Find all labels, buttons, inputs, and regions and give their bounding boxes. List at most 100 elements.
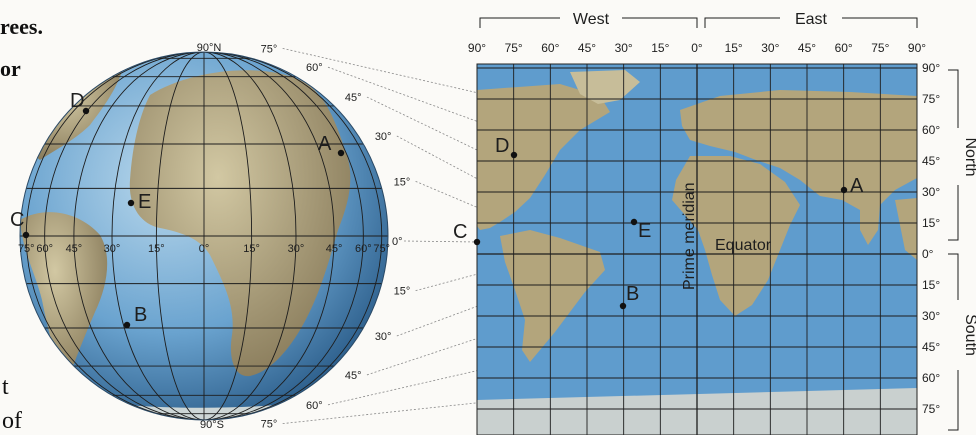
- map-lat-label: 45°: [922, 340, 940, 354]
- map-lat-label: 75°: [922, 402, 940, 416]
- globe-meridian: [203, 52, 364, 420]
- map-point-d-marker: [510, 151, 518, 159]
- map-lon-label: 0°: [691, 41, 703, 55]
- globe-lon-label: 45°: [326, 243, 343, 255]
- globe-point-b-label: B: [134, 304, 147, 326]
- north-south-brackets: [948, 69, 959, 431]
- globe-lon-label: 30°: [104, 243, 121, 255]
- globe-lon-label: 75°: [373, 243, 390, 255]
- map-lat-label: 30°: [922, 185, 940, 199]
- page-text-fragment: rees.: [0, 14, 43, 39]
- globe-meridian: [111, 52, 205, 420]
- globe-lat-label: 15°: [394, 286, 411, 298]
- globe-meridian: [155, 52, 205, 420]
- hemisphere-brackets: [479, 17, 918, 28]
- globe-latitude-labels: 75°60°45°30°15°15°30°45°60°75°0°: [261, 43, 411, 430]
- globe-lon-label: 30°: [288, 243, 305, 255]
- map-lat-label: 45°: [922, 154, 940, 168]
- map-point-a-marker: [840, 186, 848, 194]
- map-frame: [476, 63, 918, 435]
- globe-point-c-marker: [22, 231, 30, 239]
- globe-lon-label: 15°: [148, 243, 165, 255]
- west-label: West: [573, 11, 610, 28]
- globe-equator-label: 0°: [392, 236, 403, 248]
- map-lon-label: 90°: [908, 41, 926, 55]
- globe-lat-label: 30°: [375, 131, 392, 143]
- map-longitude-labels: 90° 75° 60° 45° 30° 15° 0° 15° 30° 45° 60° 75° 90°: [468, 41, 926, 55]
- east-label: East: [795, 11, 828, 28]
- flat-map: [476, 63, 918, 435]
- map-lat-label: 60°: [922, 123, 940, 137]
- map-lon-label: 60°: [835, 41, 853, 55]
- map-lat-label: 0°: [922, 247, 934, 261]
- globe-lat-label: 15°: [394, 176, 411, 188]
- map-latitude-labels: 90° 75° 60° 45° 30° 15° 0° 15° 30° 45° 60° 75° 90°: [922, 61, 940, 435]
- map-lon-label: 30°: [761, 41, 779, 55]
- page-text-fragment: of: [2, 408, 22, 434]
- map-lon-label: 15°: [651, 41, 669, 55]
- globe-lon-label: 0°: [199, 243, 210, 255]
- globe-lat-label: 45°: [345, 370, 362, 382]
- map-lon-label: 60°: [541, 41, 559, 55]
- map-lon-label: 30°: [615, 41, 633, 55]
- map-lon-label: 75°: [505, 41, 523, 55]
- globe-lat-label: 60°: [306, 62, 323, 74]
- map-lat-label: 30°: [922, 309, 940, 323]
- map-lon-label: 75°: [871, 41, 889, 55]
- globe: [19, 51, 389, 421]
- globe-graticule: [20, 52, 388, 420]
- globe-landmasses: [20, 60, 360, 420]
- leader-lines: [282, 48, 478, 424]
- map-points: A B C D E: [453, 135, 864, 310]
- globe-meridian: [203, 52, 297, 420]
- north-label: North: [962, 137, 976, 176]
- north-pole-label: 90°N: [197, 42, 222, 54]
- globe-points: A B C D E: [10, 90, 345, 329]
- map-lat-label: 60°: [922, 371, 940, 385]
- map-point-c-marker: [473, 238, 481, 246]
- map-point-b-marker: [619, 302, 627, 310]
- globe-lon-label: 60°: [36, 243, 53, 255]
- globe-point-a-label: A: [318, 133, 332, 155]
- map-lon-label: 45°: [578, 41, 596, 55]
- globe-lon-label: 60°: [355, 243, 372, 255]
- globe-meridian: [203, 52, 335, 420]
- globe-longitude-labels: 75° 60° 45° 30° 15° 0° 15° 30° 45° 60° 75°: [18, 243, 390, 255]
- equator-label: Equator: [715, 237, 772, 254]
- globe-point-e-marker: [127, 199, 135, 207]
- prime-meridian-label: Prime meridian: [681, 182, 698, 290]
- globe-outline: [19, 51, 389, 421]
- globe-point-e-label: E: [138, 191, 151, 213]
- globe-point-b-marker: [123, 321, 131, 329]
- south-label: South: [962, 314, 976, 356]
- map-lon-label: 45°: [798, 41, 816, 55]
- map-point-d-label: D: [495, 135, 509, 157]
- map-lon-label: 15°: [725, 41, 743, 55]
- map-point-e-marker: [630, 218, 638, 226]
- map-lat-label: 90°: [922, 61, 940, 75]
- globe-lon-label: 75°: [18, 243, 35, 255]
- map-point-b-label: B: [626, 283, 639, 305]
- globe-lat-label: 30°: [375, 331, 392, 343]
- globe-lon-label: 45°: [66, 243, 83, 255]
- page-text-fragment: t: [2, 374, 9, 400]
- globe-meridian: [203, 52, 383, 420]
- globe-lat-label: 60°: [306, 400, 323, 412]
- globe-point-d-label: D: [70, 90, 84, 112]
- south-pole-label: 90°S: [200, 419, 224, 431]
- map-point-c-label: C: [453, 221, 467, 243]
- page-text-fragment: or: [0, 56, 21, 81]
- map-lat-label: 90°: [922, 433, 940, 435]
- globe-lon-label: 15°: [243, 243, 260, 255]
- map-lat-label: 15°: [922, 278, 940, 292]
- globe-meridian: [203, 52, 253, 420]
- globe-meridian: [44, 52, 205, 420]
- map-point-a-label: A: [850, 175, 864, 197]
- map-point-e-label: E: [638, 220, 651, 242]
- globe-point-c-label: C: [10, 209, 24, 231]
- globe-point-a-marker: [337, 149, 345, 157]
- map-lon-label: 90°: [468, 41, 486, 55]
- globe-point-d-marker: [82, 107, 90, 115]
- globe-lat-label: 75°: [261, 43, 278, 55]
